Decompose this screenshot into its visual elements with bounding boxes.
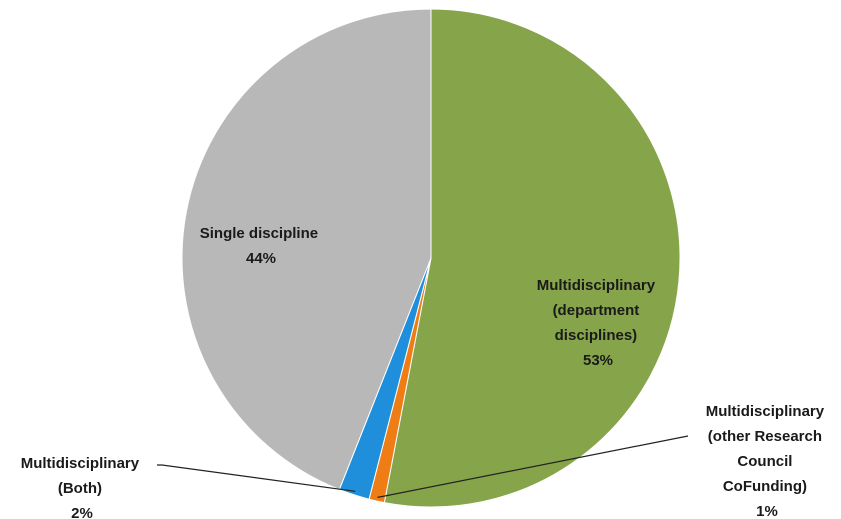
slice-label-single-discipline: Single discipline 44% xyxy=(200,225,323,267)
slice-label-department: Multidisciplinary (department discipline… xyxy=(537,277,660,369)
slice-department xyxy=(383,8,681,508)
leader-line-both xyxy=(157,464,356,492)
pie-slices xyxy=(181,8,681,508)
leader-lines xyxy=(157,435,689,498)
leader-line-other-research-council xyxy=(377,435,689,498)
slice-single-discipline xyxy=(181,8,432,491)
slice-label-both: Multidisciplinary (Both) 2% xyxy=(21,455,144,519)
slice-label-other-research-council: Multidisciplinary (other Research Counci… xyxy=(706,403,829,519)
slice-labels: Multidisciplinary (department discipline… xyxy=(21,225,829,519)
